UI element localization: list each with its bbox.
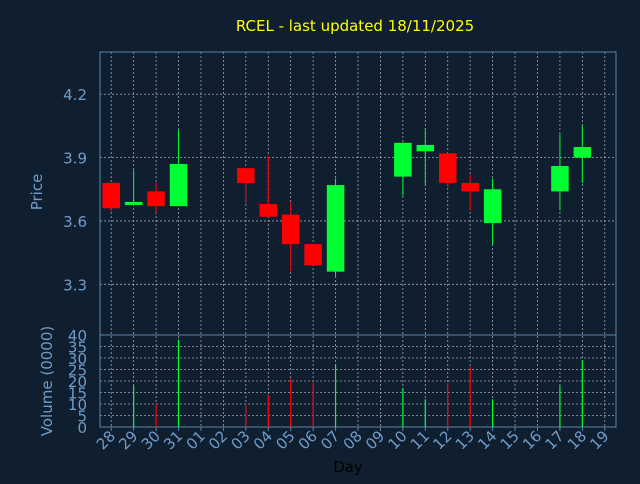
candle-30 xyxy=(147,182,165,213)
volume-tick-label: 25 xyxy=(68,362,87,380)
candle-body xyxy=(259,204,278,217)
volume-tick-label: 40 xyxy=(68,327,87,345)
candle-body xyxy=(326,185,345,272)
candle-10 xyxy=(394,142,412,196)
volume-tick-label: 15 xyxy=(68,385,87,403)
candle-body xyxy=(281,214,300,245)
candle-06 xyxy=(304,244,322,266)
candle-13 xyxy=(461,174,479,211)
x-tick-label: 19 xyxy=(586,427,612,453)
candle-03 xyxy=(237,168,255,205)
candle-12 xyxy=(438,153,457,188)
candle-28 xyxy=(102,182,120,213)
volume-tick-label: 0 xyxy=(77,419,87,437)
volume-tick-label: 10 xyxy=(68,396,87,414)
candle-17 xyxy=(551,134,569,211)
candle-14 xyxy=(483,178,502,245)
candle-body xyxy=(169,163,188,207)
candle-body xyxy=(483,189,502,224)
candle-body xyxy=(304,244,322,266)
grid-lines xyxy=(100,52,616,427)
candle-body xyxy=(416,144,435,152)
price-tick-label: 3.9 xyxy=(63,150,87,168)
volume-tick-label: 5 xyxy=(77,408,87,426)
candle-body xyxy=(147,191,165,207)
candle-body xyxy=(102,182,120,209)
candle-18 xyxy=(573,125,592,183)
candle-body xyxy=(237,168,255,183)
candle-07 xyxy=(326,178,345,276)
candle-body xyxy=(461,182,479,192)
volume-tick-label: 35 xyxy=(68,339,87,357)
candle-29 xyxy=(124,170,143,205)
volume-axis-label: Volume (0000) xyxy=(38,326,56,436)
candle-body xyxy=(438,153,457,183)
candle-11 xyxy=(416,128,435,186)
price-tick-label: 3.3 xyxy=(63,276,87,294)
chart-title: RCEL - last updated 18/11/2025 xyxy=(236,17,474,35)
candle-body xyxy=(573,147,592,158)
candle-body xyxy=(394,142,412,177)
volume-tick-label: 20 xyxy=(68,373,87,391)
candle-31 xyxy=(169,130,188,207)
price-axis-label: Price xyxy=(28,174,46,211)
candle-05 xyxy=(281,201,300,272)
x-axis-label: Day xyxy=(333,458,363,476)
candle-04 xyxy=(259,155,278,217)
price-tick-label: 3.6 xyxy=(63,213,87,231)
candle-body xyxy=(551,166,569,192)
price-tick-label: 4.2 xyxy=(63,86,87,104)
volume-tick-label: 30 xyxy=(68,350,87,368)
candle-body xyxy=(124,201,143,205)
